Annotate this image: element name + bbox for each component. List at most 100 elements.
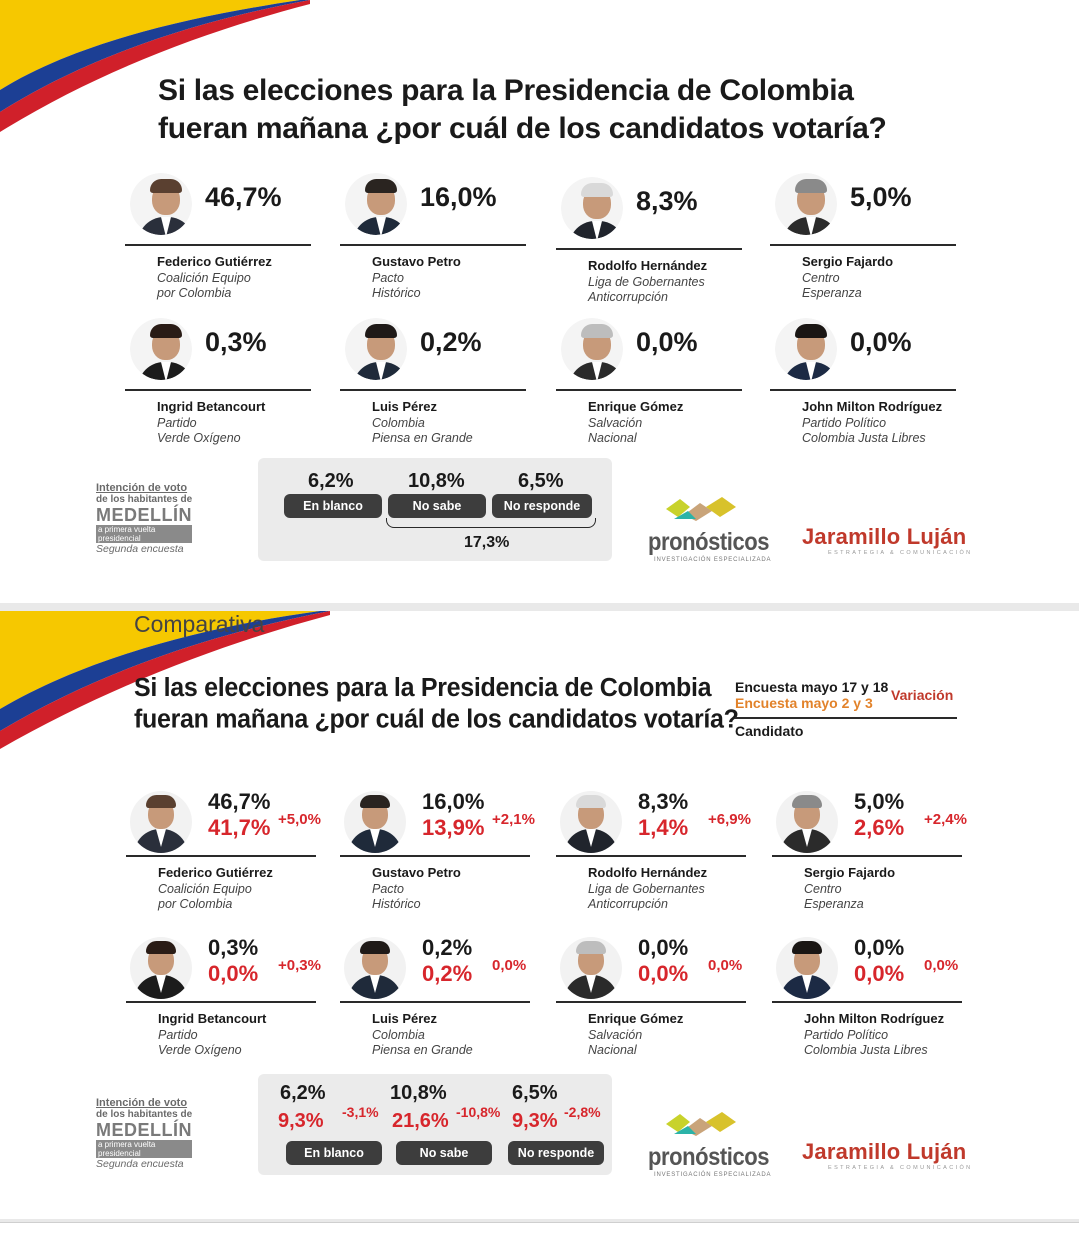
blank-vote-pct: 6,2% [308,470,354,492]
candidate-pct-current: 8,3% [638,789,689,814]
source-city: MEDELLÍN [96,505,192,525]
party-line-2: Anticorrupción [588,290,668,304]
jaramillo-wordmark: Jaramillo Luján [802,524,967,549]
pronosticos-logo: pronósticos INVESTIGACIÓN ESPECIALIZADA [648,497,786,563]
party-line-2: Verde Oxígeno [158,1043,242,1057]
candidate-photo-wrap [552,309,632,389]
candidate-name: Ingrid Betancourt [157,399,266,414]
source-line-4: a primera vuelta presidencial [96,525,192,543]
candidate-pct: 46,7% [205,182,282,212]
candidate-rule [556,1001,746,1003]
legend-candidate: Candidato [735,723,804,739]
candidate-photo [130,173,192,235]
candidate-name: Luis Pérez [372,1011,438,1026]
candidate-variation: +2,4% [924,811,967,828]
colombia-flag-ribbon [0,611,330,749]
title-line-2: fueran mañana ¿por cuál de los candidato… [134,705,739,734]
candidate-rule [772,1001,962,1003]
jaramillo-lujan-logo: Jaramillo Luján ESTRATEGIA & COMUNICACIÓ… [802,524,973,556]
unknown-vote-var: -10,8% [456,1104,501,1120]
jaramillo-lujan-logo: Jaramillo Luján ESTRATEGIA & COMUNICACIÓ… [802,1139,973,1171]
candidate-rule [126,1001,316,1003]
candidate-pct-current: 46,7% [208,789,271,814]
candidate-party: Liga de Gobernantes Anticorrupción [588,882,705,912]
party-line-2: Nacional [588,1043,637,1057]
title-line-1: Si las elecciones para la Presidencia de… [158,74,854,107]
total-brace [386,518,596,528]
no-answer-var: -2,8% [564,1104,601,1120]
no-answer-now: 6,5% [512,1082,558,1104]
legend: Encuesta mayo 17 y 18 Encuesta mayo 2 y … [735,679,957,739]
poll-panel-first: Si las elecciones para la Presidencia de… [0,0,1079,603]
candidate-party: Colombia Piensa en Grande [372,416,473,446]
candidate-pct-current: 16,0% [422,789,485,814]
candidate-name: Rodolfo Hernández [588,258,708,273]
candidate-rule [770,244,956,246]
candidate-pct: 0,2% [420,327,482,357]
candidate-rule [340,855,530,857]
candidate-name: Rodolfo Hernández [588,865,708,880]
other-total: 17,3% [464,534,510,551]
candidate-rule [125,244,311,246]
party-line-1: Partido Político [802,416,887,430]
candidate-pct-previous: 41,7% [208,815,271,840]
candidate-card: 16,0% 13,9% +2,1% Gustavo Petro Pacto Históri… [340,787,550,917]
source-line-1: Intención de voto [96,1097,188,1109]
candidate-variation: 0,0% [924,957,959,974]
party-line-2: Esperanza [802,286,862,300]
candidate-name: Enrique Gómez [588,399,684,414]
candidate-party: Colombia Piensa en Grande [372,1028,473,1058]
candidate-pct-previous: 1,4% [638,815,689,840]
party-line-1: Partido [157,416,197,430]
candidate-card: 0,0% John Milton Rodríguez Partido Polític… [766,309,960,445]
party-line-1: Liga de Gobernantes [588,275,705,289]
legend-rule [735,717,957,719]
candidate-name: Enrique Gómez [588,1011,684,1026]
candidate-pct-previous: 0,0% [638,961,689,986]
candidate-photo [561,318,623,380]
unknown-vote-now: 10,8% [390,1082,447,1104]
candidate-rule [556,248,742,250]
party-line-1: Centro [802,271,840,285]
unknown-vote-pct: 10,8% [408,470,465,492]
unknown-vote-label: No sabe [396,1141,492,1165]
blank-vote-now: 6,2% [280,1082,326,1104]
pronosticos-tagline: INVESTIGACIÓN ESPECIALIZADA [654,1172,772,1178]
no-answer-label: No responde [492,494,592,518]
candidate-card: 0,2% 0,2% 0,0% Luis Pérez Colombia Piensa en … [340,933,550,1063]
candidate-rule [340,244,526,246]
source-line-2: de los habitantes de [96,1109,193,1120]
party-line-2: Piensa en Grande [372,431,473,445]
candidate-variation: +5,0% [278,811,321,828]
candidate-card: 8,3% 1,4% +6,9% Rodolfo Hernández Liga de Go… [556,787,766,917]
blank-vote-label: En blanco [284,494,382,518]
blank-vote-prev: 9,3% [278,1110,324,1132]
candidate-rule [340,1001,530,1003]
candidate-photo-inner [340,168,412,240]
candidate-photo-inner [556,172,628,244]
candidate-pct-previous: 0,0% [208,961,259,986]
candidate-rule [126,855,316,857]
pronosticos-logo-mark [666,497,736,521]
candidate-name: John Milton Rodríguez [802,399,943,414]
source-line-5: Segunda encuesta [96,1158,184,1170]
candidate-photo [776,937,838,999]
candidate-pct-current: 0,0% [854,935,905,960]
jaramillo-tagline: ESTRATEGIA & COMUNICACIÓN [828,1165,973,1171]
candidate-card: 0,0% 0,0% 0,0% Enrique Gómez Salvación Nacion… [556,933,766,1063]
candidate-photo [130,937,192,999]
colombia-flag-ribbon [0,0,310,132]
candidate-rule [770,389,956,391]
candidate-photo-wrap [766,309,846,389]
candidate-photo [344,937,406,999]
candidate-name: Luis Pérez [372,399,438,414]
candidate-card: 0,0% 0,0% 0,0% John Milton Rodríguez Partido… [772,933,982,1063]
party-line-1: Coalición Equipo [158,882,252,896]
candidate-photo-wrap [336,309,416,389]
legend-previous: Encuesta mayo 2 y 3 [735,695,873,711]
candidate-card: 16,0% Gustavo Petro Pacto Histórico [336,164,530,300]
jaramillo-wordmark: Jaramillo Luján [802,1139,967,1164]
candidate-name: John Milton Rodríguez [804,1011,945,1026]
candidate-pct: 16,0% [420,182,497,212]
party-line-1: Partido Político [804,1028,889,1042]
